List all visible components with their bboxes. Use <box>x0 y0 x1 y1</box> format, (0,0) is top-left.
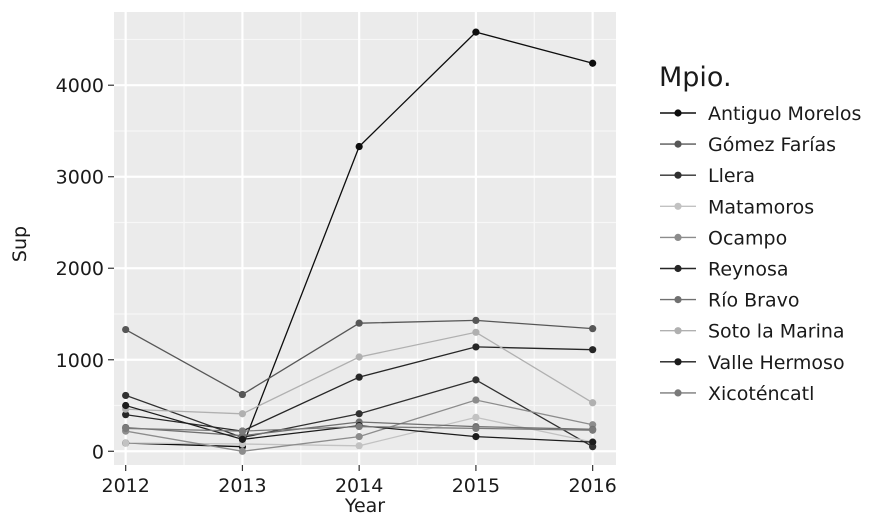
data-point <box>238 447 247 455</box>
data-point <box>122 391 130 400</box>
legend-key-point <box>674 140 682 148</box>
data-point <box>472 424 480 432</box>
data-point <box>122 439 130 447</box>
legend-item: Gómez Farías <box>660 134 836 156</box>
data-point <box>589 426 597 434</box>
data-point <box>355 319 363 327</box>
data-point <box>122 424 130 432</box>
legend-label: Gómez Farías <box>708 134 836 156</box>
y-tick-label: 4000 <box>56 75 104 97</box>
data-point <box>238 435 247 443</box>
legend-label: Valle Hermoso <box>708 352 845 374</box>
legend-item: Antiguo Morelos <box>660 103 861 125</box>
legend-title: Mpio. <box>659 62 732 93</box>
legend-item: Xicoténcatl <box>660 383 814 405</box>
data-point <box>355 142 363 151</box>
legend-item: Llera <box>660 165 755 187</box>
axes: 0 1000 2000 3000 4000 2012 2013 2014 2015 2016 <box>56 75 617 497</box>
legend-item: Río Bravo <box>660 290 800 312</box>
legend-key-point <box>674 202 682 210</box>
legend-item: Valle Hermoso <box>660 352 845 374</box>
data-point <box>589 325 597 333</box>
panel-background <box>114 12 616 465</box>
plot-area <box>114 12 616 465</box>
legend-key-point <box>674 296 682 304</box>
data-point <box>238 410 247 418</box>
legend: Mpio. Antiguo Morelos Gómez Farías Llera Ma… <box>659 62 861 405</box>
data-point <box>355 433 363 441</box>
data-point <box>355 422 363 431</box>
data-point <box>472 328 480 336</box>
y-tick-label: 0 <box>92 441 104 463</box>
legend-key-point <box>674 327 682 335</box>
data-point <box>122 325 130 334</box>
legend-label: Llera <box>708 165 755 187</box>
legend-item: Soto la Marina <box>660 321 845 343</box>
data-point <box>355 442 363 450</box>
data-point <box>472 433 480 441</box>
data-point <box>472 28 480 36</box>
data-point <box>589 59 597 67</box>
legend-label: Reynosa <box>708 259 789 281</box>
data-point <box>122 401 130 410</box>
data-point <box>238 390 247 399</box>
data-point <box>589 399 597 407</box>
data-point <box>472 343 480 351</box>
data-point <box>472 316 480 325</box>
y-tick-label: 1000 <box>56 350 104 372</box>
data-point <box>355 373 363 381</box>
series-points <box>122 28 597 455</box>
legend-key-point <box>674 233 682 241</box>
legend-key-point <box>674 171 682 179</box>
data-point <box>589 346 597 354</box>
x-tick-label: 2014 <box>335 475 383 497</box>
legend-label: Río Bravo <box>708 290 800 312</box>
legend-item: Reynosa <box>660 259 789 281</box>
legend-label: Antiguo Morelos <box>708 103 861 125</box>
data-point <box>355 353 363 361</box>
x-tick-label: 2012 <box>101 475 149 497</box>
x-tick-label: 2015 <box>452 475 500 497</box>
x-tick-label: 2013 <box>218 475 266 497</box>
y-axis-title: Sup <box>9 226 31 262</box>
data-point <box>472 396 480 404</box>
legend-label: Matamoros <box>708 196 814 218</box>
data-point <box>472 413 480 422</box>
data-point <box>589 438 597 446</box>
data-point <box>122 411 130 419</box>
data-point <box>472 376 480 384</box>
legend-item: Ocampo <box>660 227 787 249</box>
legend-key-point <box>674 109 682 117</box>
legend-item: Matamoros <box>660 196 814 218</box>
data-point <box>238 427 247 435</box>
legend-key-point <box>674 389 682 397</box>
legend-label: Ocampo <box>708 227 787 249</box>
y-tick-label: 3000 <box>56 167 104 189</box>
legend-label: Xicoténcatl <box>708 383 814 405</box>
data-point <box>355 410 363 418</box>
x-axis-title: Year <box>344 495 385 517</box>
x-tick-label: 2016 <box>568 475 616 497</box>
y-tick-label: 2000 <box>56 258 104 280</box>
legend-key-point <box>674 358 682 366</box>
legend-label: Soto la Marina <box>708 321 845 343</box>
legend-key-point <box>674 264 682 273</box>
